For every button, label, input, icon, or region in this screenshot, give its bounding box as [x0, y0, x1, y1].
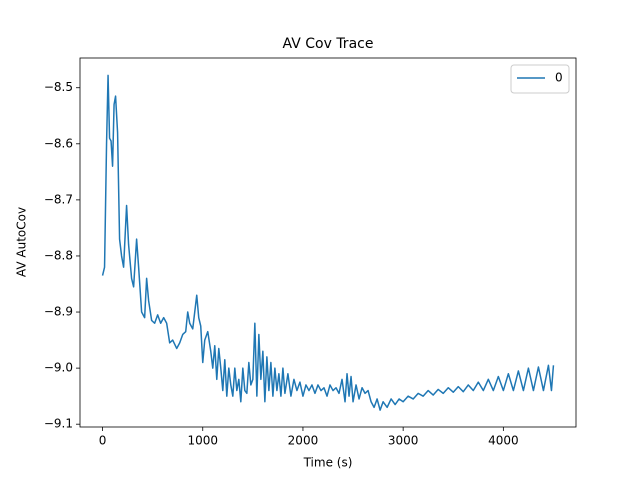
- y-tick-label: −8.8: [44, 248, 73, 262]
- legend-label: 0: [555, 71, 563, 85]
- y-tick-label: −8.7: [44, 192, 73, 206]
- legend-box: [510, 64, 570, 94]
- x-tick-label: 0: [99, 434, 107, 448]
- data-line: [101, 74, 555, 411]
- x-axis-label: Time (s): [303, 456, 353, 470]
- y-tick-label: −8.5: [44, 80, 73, 94]
- y-tick-label: −8.6: [44, 136, 73, 150]
- y-tick-label: −8.9: [44, 305, 73, 319]
- x-tick-label: 2000: [288, 434, 319, 448]
- y-tick-label: −9.0: [44, 361, 73, 375]
- y-axis-label: AV AutoCov: [15, 207, 29, 277]
- x-tick-label: 3000: [388, 434, 419, 448]
- chart-title: AV Cov Trace: [283, 36, 374, 52]
- x-tick-label: 1000: [187, 434, 218, 448]
- plot-frame: [79, 57, 577, 428]
- y-tick-label: −9.1: [44, 417, 73, 431]
- x-tick-label: 4000: [488, 434, 519, 448]
